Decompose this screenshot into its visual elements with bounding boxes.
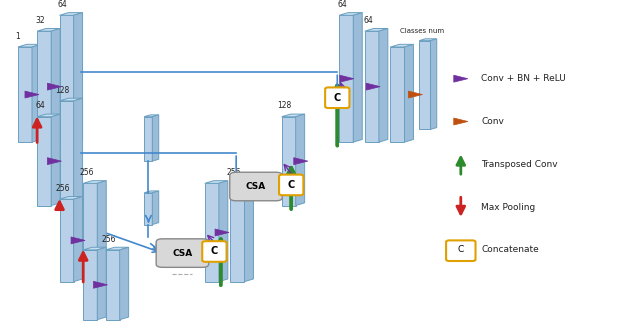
Polygon shape [205,183,219,282]
Polygon shape [404,44,413,142]
Polygon shape [230,197,253,199]
Polygon shape [106,247,129,250]
Polygon shape [74,98,83,205]
Polygon shape [454,118,468,125]
Polygon shape [244,197,253,282]
Polygon shape [365,28,388,31]
Text: C: C [333,93,341,103]
Text: Concatenate: Concatenate [481,245,539,254]
Polygon shape [106,250,120,320]
Polygon shape [18,47,32,142]
Polygon shape [71,237,85,244]
Polygon shape [60,199,74,282]
Polygon shape [294,158,308,165]
Text: C: C [458,245,464,254]
Polygon shape [74,13,83,142]
FancyBboxPatch shape [202,241,227,262]
Polygon shape [74,197,83,282]
Text: 64: 64 [337,0,348,9]
Polygon shape [205,181,228,183]
Polygon shape [431,39,436,129]
Polygon shape [51,28,60,142]
Polygon shape [390,47,404,142]
Text: 1: 1 [15,32,20,41]
Polygon shape [93,281,108,288]
Text: 128: 128 [278,101,292,111]
Text: Conv + BN + ReLU: Conv + BN + ReLU [481,74,566,83]
Text: CSA: CSA [172,249,193,258]
Text: 64: 64 [363,16,373,25]
Polygon shape [215,229,229,236]
FancyBboxPatch shape [446,240,476,261]
Polygon shape [83,247,106,250]
Polygon shape [144,191,159,193]
Polygon shape [390,44,413,47]
Polygon shape [120,247,129,320]
FancyBboxPatch shape [325,87,349,108]
Polygon shape [83,181,106,183]
Text: 256: 256 [102,235,116,244]
Polygon shape [60,101,74,205]
FancyBboxPatch shape [230,172,282,201]
Text: Classes num: Classes num [401,28,444,34]
Text: C: C [287,180,295,190]
Text: 32: 32 [35,16,45,25]
Polygon shape [408,91,422,98]
Text: Conv: Conv [481,117,504,126]
Polygon shape [144,115,159,117]
Polygon shape [83,250,97,320]
Polygon shape [37,117,51,205]
Polygon shape [97,181,106,282]
Polygon shape [47,83,61,90]
Text: Max Pooling: Max Pooling [481,202,536,212]
Text: 256: 256 [56,184,70,193]
Polygon shape [97,247,106,320]
Polygon shape [60,15,74,142]
Polygon shape [32,44,41,142]
Polygon shape [60,197,83,199]
Polygon shape [339,13,362,15]
Polygon shape [47,158,61,165]
Text: 256: 256 [227,168,241,177]
Polygon shape [282,114,305,117]
Polygon shape [282,117,296,205]
Polygon shape [340,75,354,82]
Text: CSA: CSA [246,182,266,191]
Polygon shape [365,31,379,142]
Polygon shape [25,91,39,98]
Polygon shape [37,31,51,142]
Text: 128: 128 [56,86,70,95]
Polygon shape [353,13,362,142]
Polygon shape [37,28,60,31]
Polygon shape [419,41,431,129]
Polygon shape [144,193,152,225]
Polygon shape [51,114,60,205]
Text: C: C [211,246,218,257]
Polygon shape [83,183,97,282]
Polygon shape [18,44,41,47]
Polygon shape [419,39,436,41]
Text: 64: 64 [58,0,68,9]
Polygon shape [366,83,380,90]
Polygon shape [339,15,353,142]
Polygon shape [60,98,83,101]
Text: 256: 256 [79,168,93,177]
Polygon shape [379,28,388,142]
FancyBboxPatch shape [279,175,303,195]
Polygon shape [60,13,83,15]
Polygon shape [37,114,60,117]
Text: 64: 64 [35,101,45,111]
Polygon shape [296,114,305,205]
Polygon shape [219,181,228,282]
Polygon shape [230,199,244,282]
Polygon shape [152,191,159,225]
FancyBboxPatch shape [156,239,209,267]
Polygon shape [454,75,468,82]
Polygon shape [152,115,159,161]
Polygon shape [144,117,152,161]
Text: Transposed Conv: Transposed Conv [481,160,558,169]
